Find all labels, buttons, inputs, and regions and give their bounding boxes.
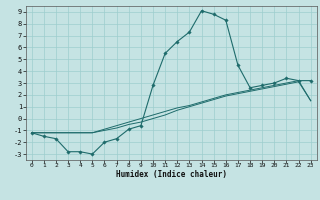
- X-axis label: Humidex (Indice chaleur): Humidex (Indice chaleur): [116, 170, 227, 179]
